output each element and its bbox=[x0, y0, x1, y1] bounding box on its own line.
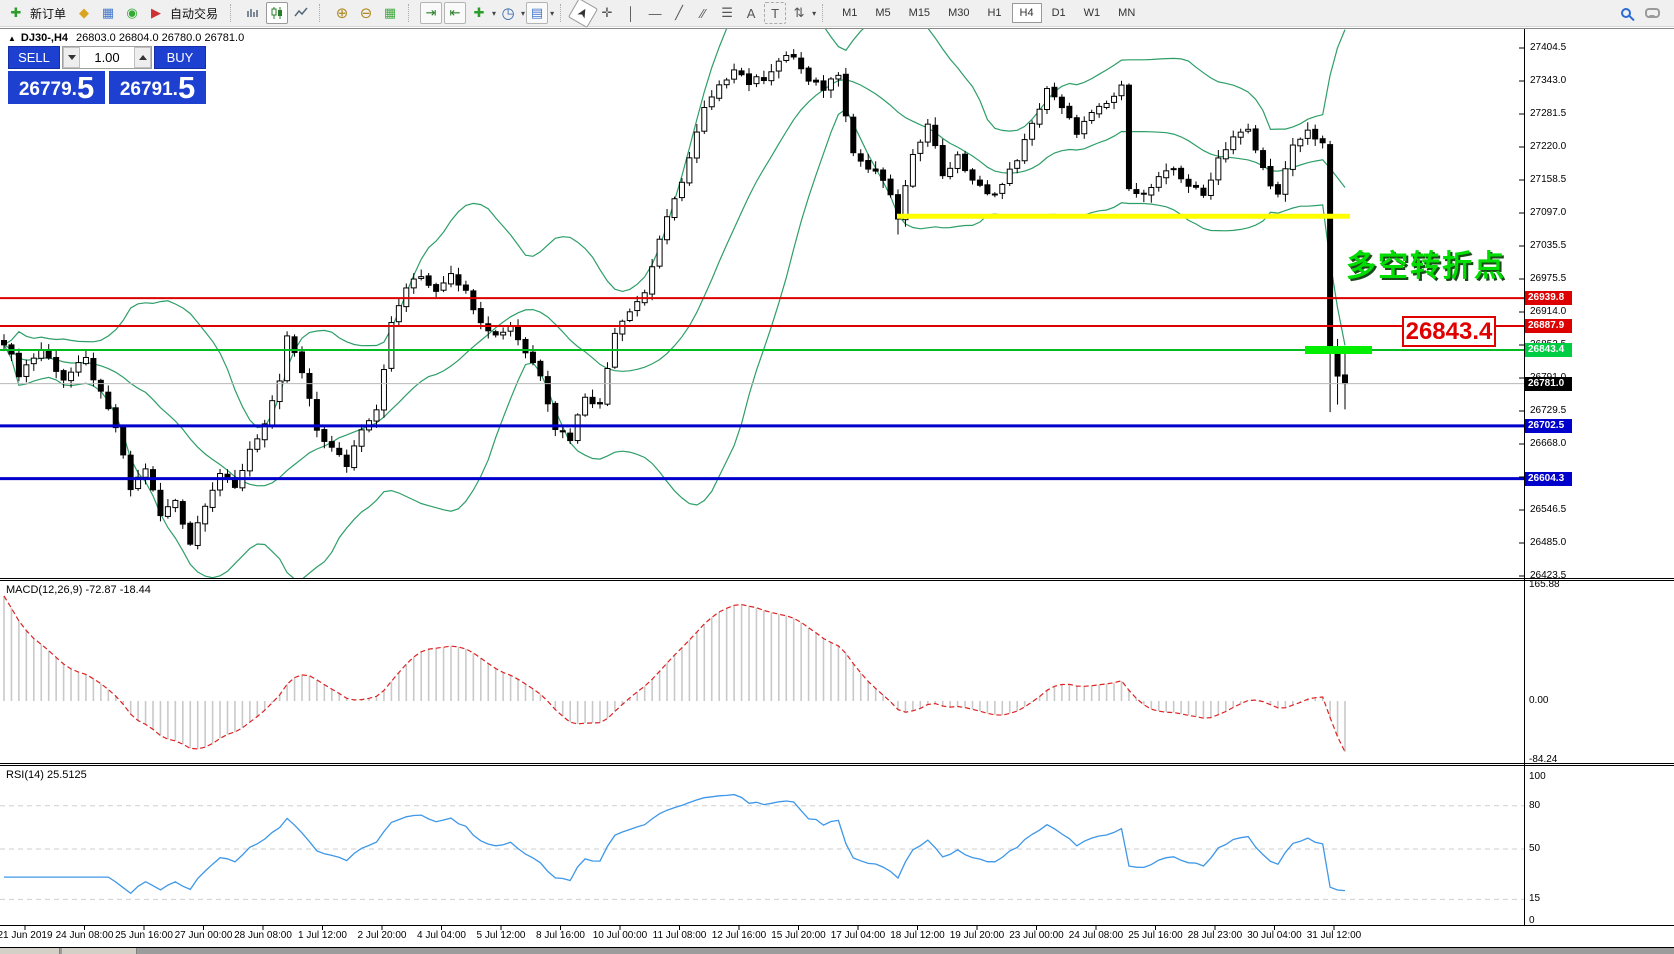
vertical-line-icon[interactable]: │ bbox=[627, 5, 636, 21]
timeframe-h4[interactable]: H4 bbox=[1011, 3, 1042, 23]
template-caret-icon[interactable]: ▾ bbox=[550, 8, 555, 18]
toolbar-separator bbox=[230, 4, 237, 22]
buy-price-pip: 5 bbox=[177, 70, 196, 105]
spinner-up-icon bbox=[138, 51, 147, 60]
one-click-trade-panel: SELL 1.00 BUY 26779. 5 26791. 5 bbox=[8, 46, 206, 104]
charts-window-icon[interactable]: ▦ bbox=[101, 5, 115, 20]
arrows-caret-icon[interactable]: ▾ bbox=[812, 8, 817, 18]
new-chart-icon[interactable]: ✚ bbox=[473, 5, 485, 20]
chart-ohlc: 26803.0 26804.0 26780.0 26781.0 bbox=[76, 32, 245, 44]
period-icon[interactable]: ◷ bbox=[501, 5, 515, 22]
chart-symbol: DJ30-,H4 bbox=[20, 32, 68, 44]
timeframe-d1[interactable]: D1 bbox=[1051, 7, 1066, 19]
volume-input[interactable]: 1.00 bbox=[94, 50, 120, 65]
sell-button[interactable]: SELL bbox=[8, 46, 60, 69]
sell-price: 26779. bbox=[18, 79, 77, 100]
bar-chart-icon[interactable] bbox=[242, 2, 264, 24]
signal-icon[interactable]: ◉ bbox=[126, 5, 138, 20]
spinner-down-icon bbox=[67, 55, 76, 64]
toolbar-right-group bbox=[1621, 8, 1670, 18]
horizontal-line-icon[interactable]: — bbox=[648, 5, 662, 21]
line-chart-icon[interactable] bbox=[290, 2, 312, 24]
fibonacci-icon[interactable]: ☰ bbox=[721, 5, 733, 20]
eraser-icon[interactable]: ◆ bbox=[79, 5, 90, 20]
timeframe-mn[interactable]: MN bbox=[1118, 7, 1136, 19]
macd-label: MACD(12,26,9) -72.87 -18.44 bbox=[6, 584, 151, 596]
volume-spinner: 1.00 bbox=[62, 46, 152, 69]
text-label-tool-icon[interactable]: T bbox=[764, 2, 787, 24]
toolbar-separator bbox=[822, 4, 829, 22]
toolbar-separator bbox=[560, 4, 567, 22]
chart-area bbox=[0, 28, 1674, 948]
auto-trading-button[interactable]: 自动交易 bbox=[170, 6, 219, 21]
search-icon[interactable] bbox=[1621, 8, 1631, 18]
expand-triangle-icon[interactable]: ▲ bbox=[8, 34, 16, 43]
new-order-icon[interactable]: ✚ bbox=[10, 5, 22, 20]
toolbar: ✚ 新订单 ◆ ▦ ◉ ▶ 自动交易 ⊕ ⊖ ▦ ⇥ ⇤ ✚ ▾ ◷ ▾ ▤ ▾… bbox=[0, 0, 1674, 29]
tile-windows-icon[interactable]: ▦ bbox=[383, 5, 397, 20]
auto-scroll-icon[interactable]: ⇤ bbox=[444, 2, 467, 24]
turning-point-annotation[interactable]: 多空转折点 bbox=[1346, 250, 1506, 283]
line-chart-glyph bbox=[294, 7, 308, 17]
chat-icon[interactable] bbox=[1645, 8, 1660, 18]
auto-trading-icon[interactable]: ▶ bbox=[151, 5, 162, 20]
timeframe-group: M1 M5 M15 M30 H1 H4 D1 W1 MN bbox=[833, 3, 1144, 23]
chart-tab-bar bbox=[0, 947, 1674, 954]
chart-tab[interactable] bbox=[62, 948, 137, 954]
candlestick-chart-icon[interactable] bbox=[266, 2, 289, 24]
price-box-annotation[interactable]: 26843.4 bbox=[1402, 316, 1496, 347]
new-order-button[interactable]: 新订单 bbox=[30, 6, 67, 21]
toolbar-separator bbox=[408, 4, 415, 22]
volume-down-button[interactable] bbox=[63, 47, 80, 68]
timeframe-m5[interactable]: M5 bbox=[875, 7, 891, 19]
template-icon[interactable]: ▤ bbox=[526, 2, 549, 24]
buy-price: 26791. bbox=[119, 79, 178, 100]
volume-up-button[interactable] bbox=[134, 47, 151, 68]
bar-chart-glyph bbox=[247, 9, 258, 17]
chart-shift-icon[interactable]: ⇥ bbox=[420, 2, 443, 24]
timeframe-w1[interactable]: W1 bbox=[1083, 7, 1101, 19]
zoom-out-icon[interactable]: ⊖ bbox=[359, 5, 373, 22]
zoom-in-icon[interactable]: ⊕ bbox=[335, 5, 349, 22]
sell-price-pip: 5 bbox=[76, 70, 95, 105]
timeframe-h1[interactable]: H1 bbox=[987, 7, 1002, 19]
text-tool-icon[interactable]: A bbox=[746, 5, 756, 21]
arrows-tool-icon[interactable]: ⇅ bbox=[793, 5, 805, 20]
period-caret-icon[interactable]: ▾ bbox=[521, 8, 526, 18]
buy-button[interactable]: BUY bbox=[154, 46, 206, 69]
sell-price-button[interactable]: 26779. 5 bbox=[8, 71, 105, 104]
new-chart-caret-icon[interactable]: ▾ bbox=[492, 8, 497, 18]
rsi-label: RSI(14) 25.5125 bbox=[6, 769, 87, 781]
timeframe-m15[interactable]: M15 bbox=[908, 7, 931, 19]
chart-tab[interactable] bbox=[0, 948, 60, 954]
toolbar-separator bbox=[319, 4, 326, 22]
candlestick-glyph bbox=[271, 7, 283, 19]
equidistant-channel-icon[interactable]: ⁄⁄ bbox=[700, 5, 706, 21]
buy-price-button[interactable]: 26791. 5 bbox=[109, 71, 206, 104]
chart-title: ▲ DJ30-,H4 26803.0 26804.0 26780.0 26781.0 bbox=[8, 32, 244, 44]
timeframe-m1[interactable]: M1 bbox=[842, 7, 858, 19]
crosshair-icon[interactable]: ✛ bbox=[601, 5, 613, 20]
trendline-icon[interactable]: ╱ bbox=[675, 5, 683, 20]
timeframe-m30[interactable]: M30 bbox=[948, 7, 970, 19]
